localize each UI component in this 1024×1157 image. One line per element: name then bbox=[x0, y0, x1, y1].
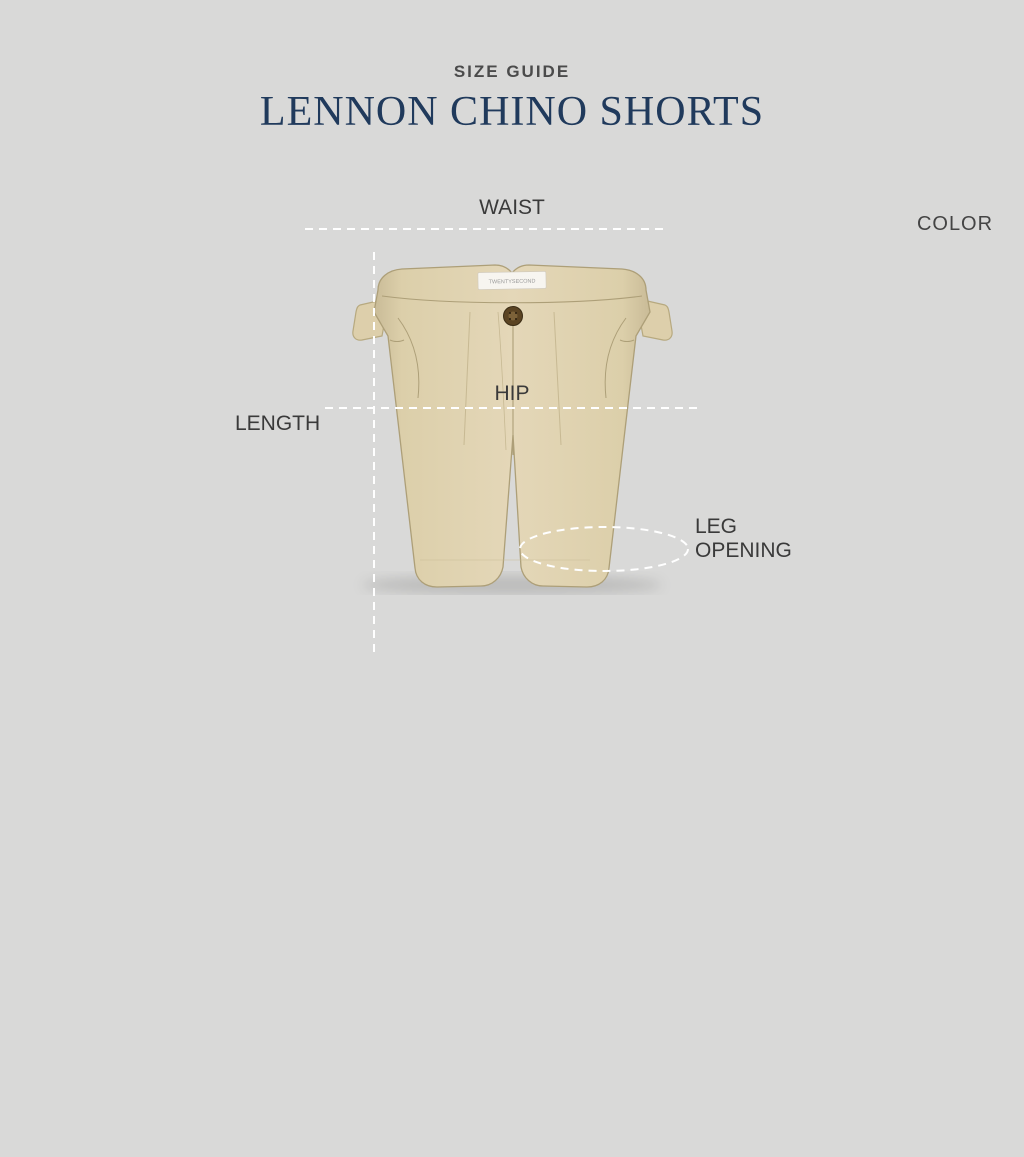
svg-text:TWENTYSECOND: TWENTYSECOND bbox=[489, 279, 536, 286]
